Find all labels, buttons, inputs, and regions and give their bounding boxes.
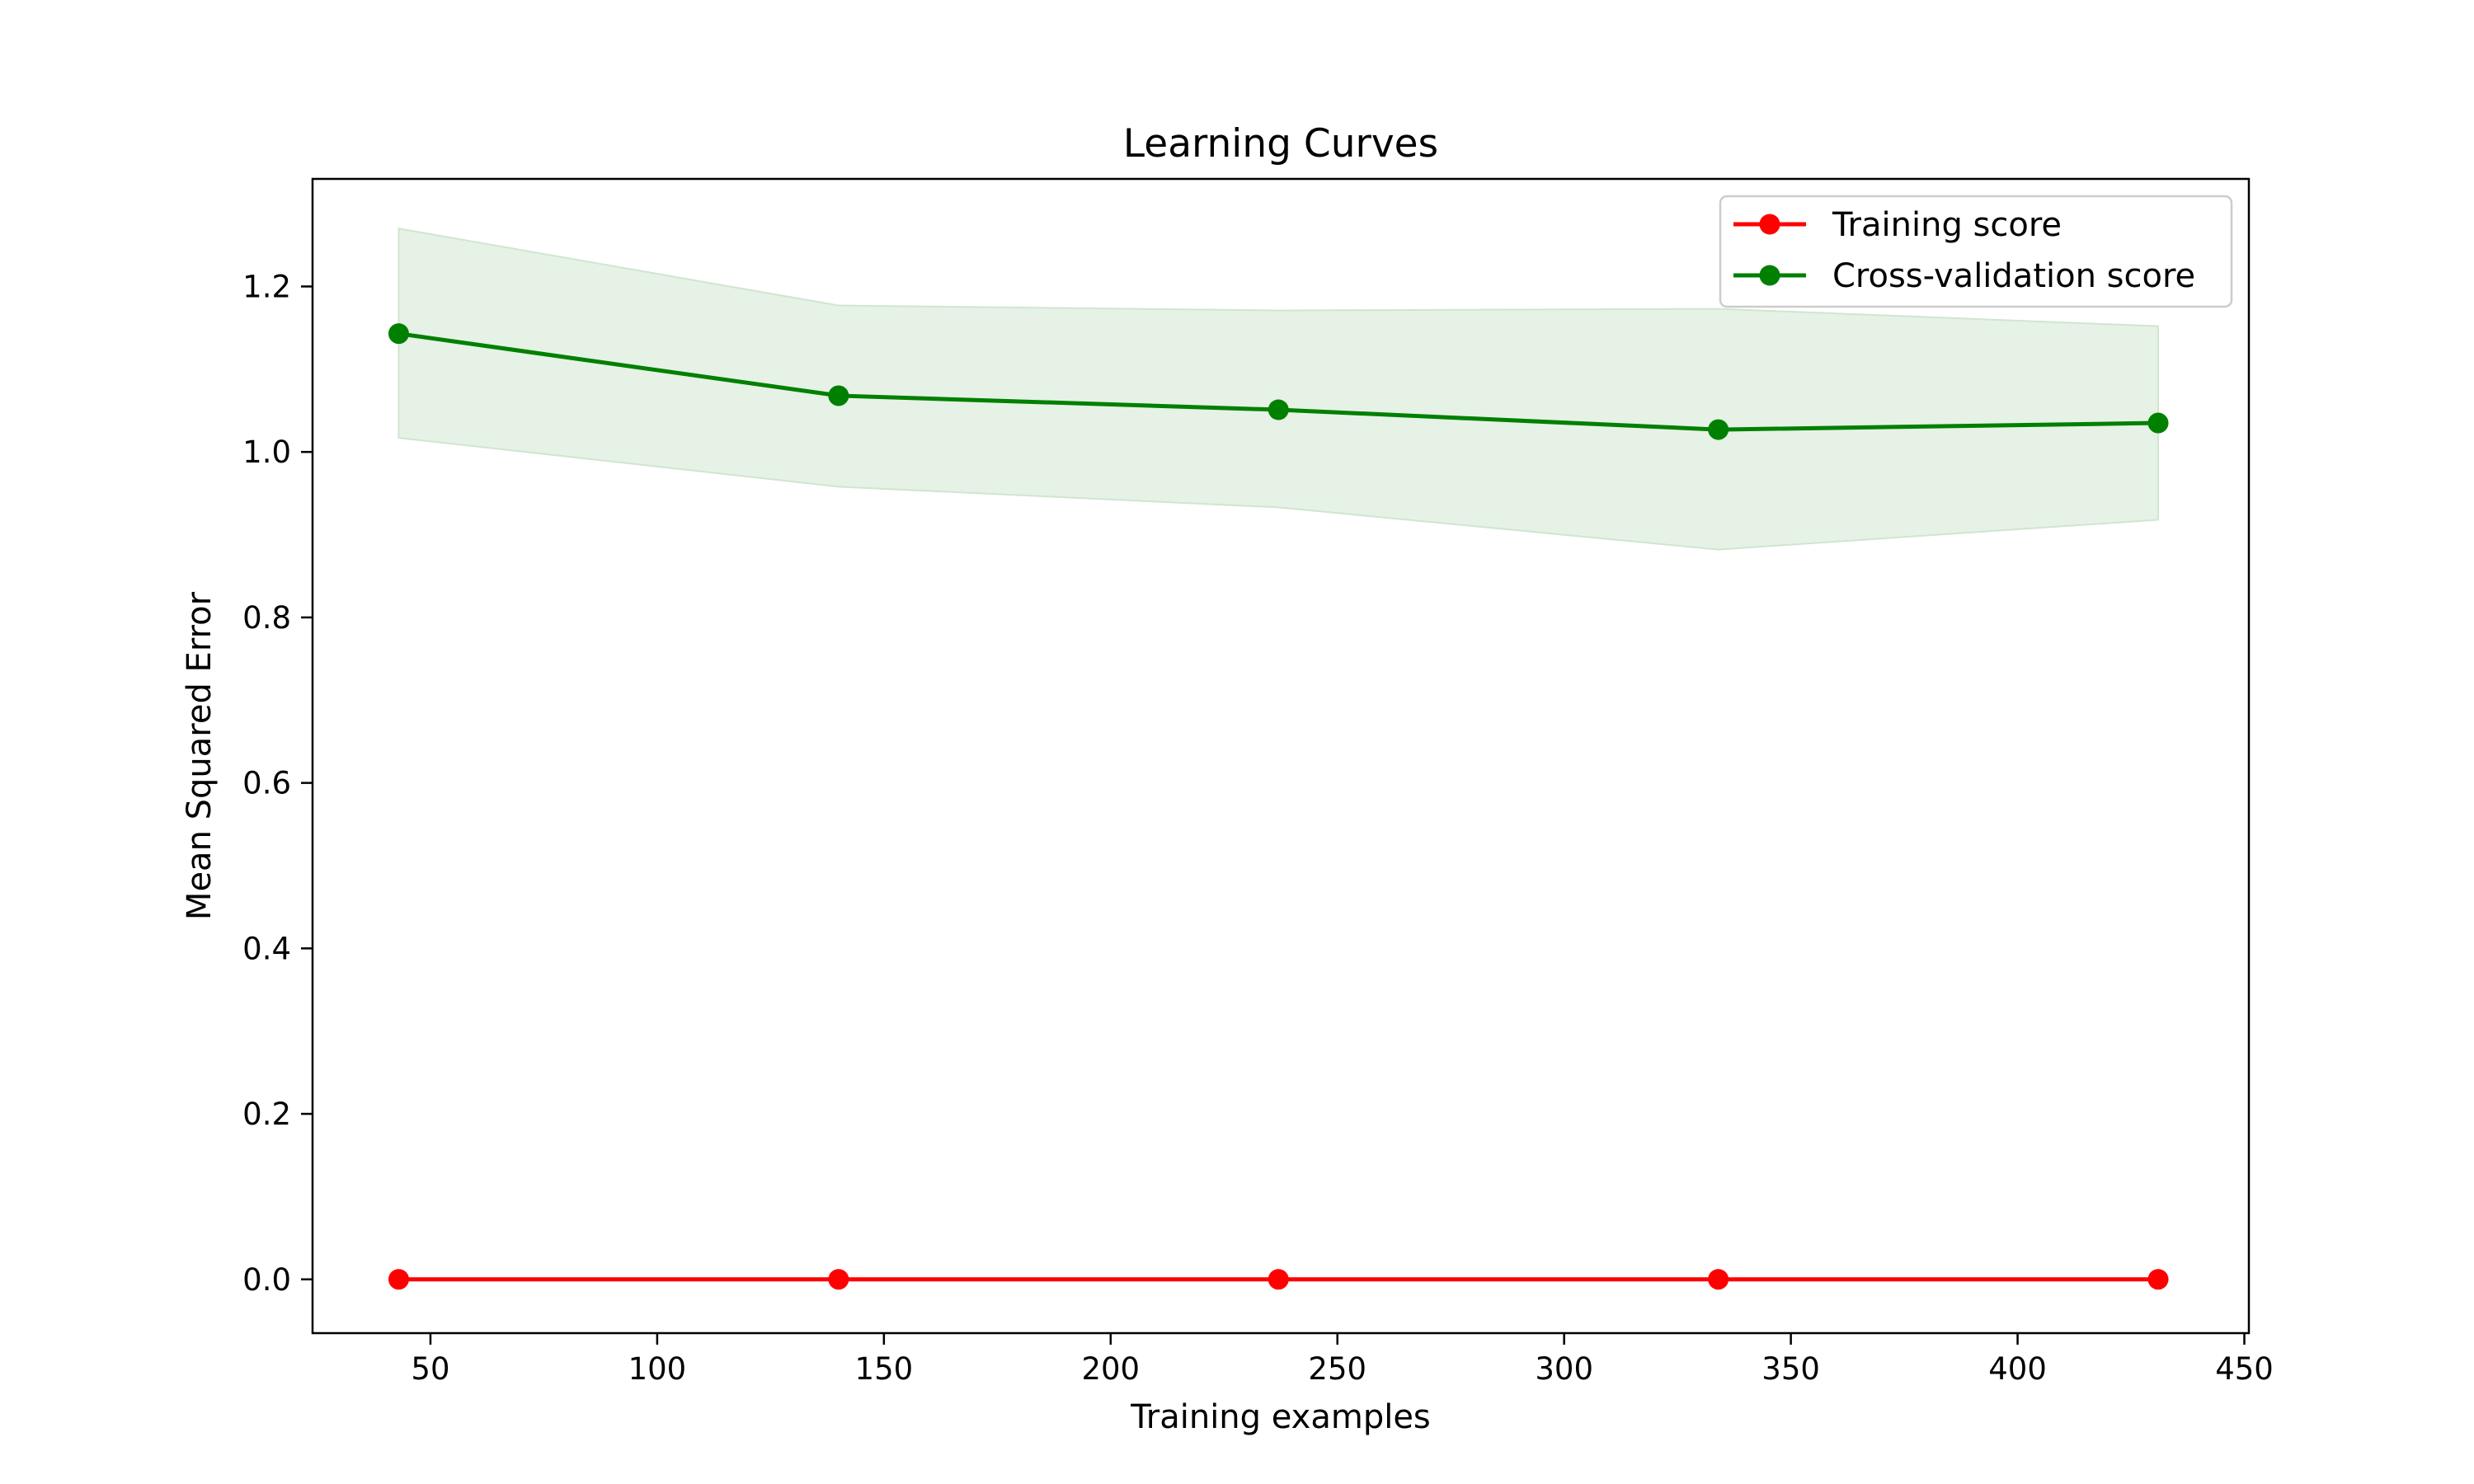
y-tick-label: 0.6 <box>242 766 291 801</box>
legend-marker-cross-validation-score <box>1759 265 1780 286</box>
series-points <box>388 323 2169 1290</box>
legend-label-cross-validation-score: Cross-validation score <box>1832 257 2195 295</box>
cross-validation-score-point <box>828 385 849 406</box>
legend-box <box>1719 195 2233 308</box>
cross-validation-score-point <box>2147 412 2169 434</box>
x-tick-label: 300 <box>1535 1351 1593 1387</box>
plot-frame <box>311 177 2251 1335</box>
x-axis-ticks: 50 100 150 200 250 300 350 400 450 <box>411 1333 2274 1387</box>
y-tick-label: 1.2 <box>242 269 291 304</box>
x-tick-label: 400 <box>1988 1351 2047 1387</box>
x-axis-title: Training examples <box>1130 1398 1431 1436</box>
training-score-point <box>1708 1269 1729 1290</box>
y-axis-title: Mean Squared Error <box>181 591 219 920</box>
confidence-bands <box>397 228 2160 551</box>
cross-validation-score-band <box>397 228 2160 551</box>
y-tick-label: 1.0 <box>242 434 291 470</box>
y-tick-label: 0.0 <box>242 1262 291 1298</box>
x-tick-label: 250 <box>1308 1351 1366 1387</box>
legend-label-training-score: Training score <box>1832 206 2062 244</box>
x-tick-label: 150 <box>855 1351 914 1387</box>
training-score-point <box>2147 1269 2169 1290</box>
x-tick-label: 200 <box>1081 1351 1140 1387</box>
legend: Training score Cross-validation score <box>1719 195 2233 308</box>
x-tick-label: 350 <box>1761 1351 1820 1387</box>
y-axis-ticks: 0.0 0.2 0.4 0.6 0.8 1.0 1.2 <box>242 269 313 1298</box>
training-score-point <box>1268 1269 1289 1290</box>
cross-validation-score-point <box>1268 399 1289 420</box>
training-score-point <box>388 1269 409 1290</box>
x-tick-label: 450 <box>2215 1351 2274 1387</box>
y-tick-label: 0.2 <box>242 1097 291 1132</box>
y-tick-label: 0.8 <box>242 600 291 636</box>
chart-title: Learning Curves <box>1123 121 1438 167</box>
x-tick-label: 50 <box>411 1351 449 1387</box>
training-score-point <box>828 1269 849 1290</box>
y-tick-label: 0.4 <box>242 931 291 966</box>
cross-validation-score-point <box>388 323 409 345</box>
legend-marker-training-score <box>1759 214 1780 235</box>
cross-validation-score-point <box>1708 419 1729 440</box>
x-tick-label: 100 <box>628 1351 687 1387</box>
